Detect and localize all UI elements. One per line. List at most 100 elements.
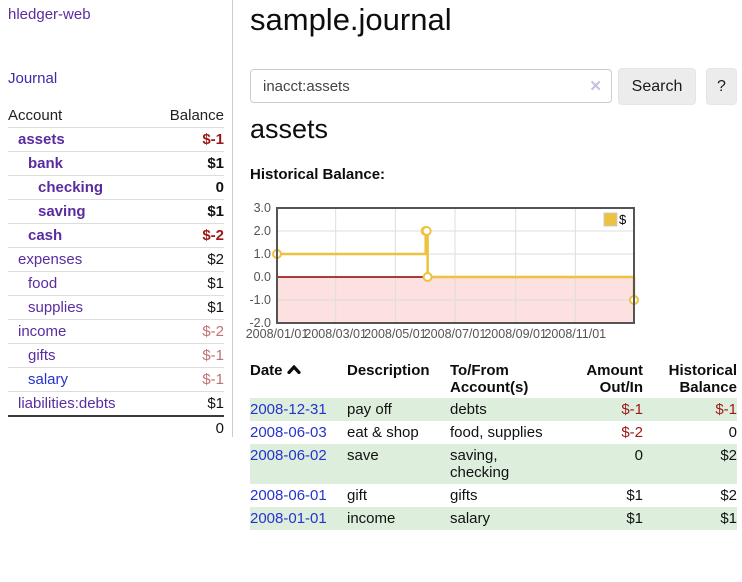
transaction-balance: $2 bbox=[720, 487, 737, 504]
transaction-description: gift bbox=[347, 487, 368, 504]
account-link-salary[interactable]: salary bbox=[8, 367, 116, 392]
svg-text:2008/05/01: 2008/05/01 bbox=[364, 327, 427, 341]
account-link-cash[interactable]: cash bbox=[8, 223, 116, 248]
transaction-balance: $2 bbox=[720, 447, 737, 464]
svg-text:2008/03/01: 2008/03/01 bbox=[304, 327, 367, 341]
transaction-accounts: saving, checking bbox=[450, 447, 510, 481]
transaction-accounts: debts bbox=[450, 401, 487, 418]
account-heading: assets bbox=[250, 114, 329, 144]
register-row: 2008-06-02 save saving, checking 0 $2 bbox=[250, 444, 737, 484]
transaction-balance: 0 bbox=[728, 424, 737, 441]
svg-text:3.0: 3.0 bbox=[254, 201, 271, 215]
accounts-header-account: Account bbox=[8, 104, 116, 128]
svg-text:-2.0: -2.0 bbox=[249, 316, 271, 330]
sort-ascending-icon bbox=[286, 365, 301, 374]
transaction-accounts: gifts bbox=[450, 487, 478, 504]
transaction-amount: $1 bbox=[626, 510, 643, 527]
chart-title: Historical Balance: bbox=[250, 166, 386, 183]
svg-text:1.0: 1.0 bbox=[254, 247, 271, 261]
search-input[interactable] bbox=[251, 70, 593, 102]
chart-canvas: 3.0 2.0 1.0 0.0 -1.0 -2.02008/01/012008/03/01… bbox=[246, 201, 639, 341]
account-row: checking 0 bbox=[8, 175, 224, 200]
transaction-date-link[interactable]: 2008-06-03 bbox=[250, 424, 327, 441]
account-row: bank $1 bbox=[8, 151, 224, 176]
account-link-assets[interactable]: assets bbox=[8, 127, 116, 152]
svg-text:2.0: 2.0 bbox=[254, 224, 271, 238]
app-brand-link[interactable]: hledger-web bbox=[8, 6, 91, 23]
account-row: income $-2 bbox=[8, 319, 224, 344]
search-form: ✕ Search ? bbox=[250, 68, 738, 105]
register-header-date[interactable]: Date bbox=[250, 360, 347, 398]
search-box: ✕ bbox=[250, 69, 612, 103]
transaction-balance: $1 bbox=[720, 510, 737, 527]
account-link-expenses[interactable]: expenses bbox=[8, 247, 116, 272]
account-balance: $-1 bbox=[116, 127, 224, 152]
account-row: assets $-1 bbox=[8, 127, 224, 152]
transaction-date-link[interactable]: 2008-12-31 bbox=[250, 401, 327, 418]
transaction-date-link[interactable]: 2008-01-01 bbox=[250, 510, 327, 527]
transaction-description: pay off bbox=[347, 401, 392, 418]
account-balance: $1 bbox=[116, 271, 224, 296]
account-balance: $2 bbox=[116, 247, 224, 272]
transaction-description: save bbox=[347, 447, 379, 464]
account-link-food[interactable]: food bbox=[8, 271, 116, 296]
account-row: supplies $1 bbox=[8, 295, 224, 320]
register-header-description: Description bbox=[347, 362, 430, 379]
account-balance: $1 bbox=[116, 199, 224, 224]
account-balance: $-1 bbox=[116, 343, 224, 368]
transaction-date-link[interactable]: 2008-06-01 bbox=[250, 487, 327, 504]
register-header-row: Date Description To/From Account(s) Amou… bbox=[250, 360, 737, 398]
svg-text:2008/07/01: 2008/07/01 bbox=[424, 327, 487, 341]
account-link-income[interactable]: income bbox=[8, 319, 116, 344]
account-row: liabilities:debts $1 bbox=[8, 391, 224, 417]
register-row: 2008-12-31 pay off debts $-1 $-1 bbox=[250, 398, 737, 421]
register-row: 2008-01-01 income salary $1 $1 bbox=[250, 507, 737, 530]
accounts-header-row: Account Balance bbox=[8, 104, 224, 128]
account-row: expenses $2 bbox=[8, 247, 224, 272]
search-button[interactable]: Search bbox=[618, 68, 696, 105]
account-balance: 0 bbox=[116, 175, 224, 200]
svg-text:$: $ bbox=[619, 212, 627, 227]
register-header-balance: Historical Balance bbox=[668, 362, 737, 396]
transaction-amount: $-1 bbox=[621, 401, 643, 418]
account-row: saving $1 bbox=[8, 199, 224, 224]
account-link-bank[interactable]: bank bbox=[8, 151, 116, 176]
account-link-supplies[interactable]: supplies bbox=[8, 295, 116, 320]
account-balance: $1 bbox=[116, 295, 224, 320]
svg-text:2008/01/01: 2008/01/01 bbox=[246, 327, 309, 341]
account-balance: $-2 bbox=[116, 223, 224, 248]
accounts-sidebar-table: Account Balance assets $-1 bank $1 checkin… bbox=[8, 104, 224, 440]
accounts-total-balance: 0 bbox=[116, 415, 224, 440]
account-row: gifts $-1 bbox=[8, 343, 224, 368]
account-link-checking[interactable]: checking bbox=[8, 175, 116, 200]
transaction-amount: $-2 bbox=[621, 424, 643, 441]
clear-search-icon[interactable]: ✕ bbox=[589, 78, 602, 95]
account-link-liabilities-debts[interactable]: liabilities:debts bbox=[8, 391, 116, 417]
account-row: food $1 bbox=[8, 271, 224, 296]
transaction-amount: $1 bbox=[626, 487, 643, 504]
account-balance: $-2 bbox=[116, 319, 224, 344]
register-header-amount: Amount Out/In bbox=[586, 362, 643, 396]
help-button[interactable]: ? bbox=[706, 68, 737, 105]
accounts-header-balance: Balance bbox=[116, 104, 224, 128]
page-title: sample.journal bbox=[250, 2, 452, 37]
historical-balance-chart: 3.0 2.0 1.0 0.0 -1.0 -2.0 2008/01/01 2008/03/01… bbox=[246, 201, 690, 347]
svg-text:2008/11/01: 2008/11/01 bbox=[544, 327, 606, 341]
main-content: sample.journal ✕ Search ? assets Histori… bbox=[246, 0, 742, 582]
accounts-total-row: 0 bbox=[8, 415, 224, 440]
transaction-description: eat & shop bbox=[347, 424, 419, 441]
transaction-amount: 0 bbox=[634, 447, 643, 464]
register-row: 2008-06-01 gift gifts $1 $2 bbox=[250, 484, 737, 507]
account-row: cash $-2 bbox=[8, 223, 224, 248]
register-row: 2008-06-03 eat & shop food, supplies $-2… bbox=[250, 421, 737, 444]
transaction-description: income bbox=[347, 510, 396, 527]
account-link-gifts[interactable]: gifts bbox=[8, 343, 116, 368]
sidebar-item-journal[interactable]: Journal bbox=[8, 70, 58, 87]
transaction-balance: $-1 bbox=[715, 401, 737, 418]
account-link-saving[interactable]: saving bbox=[8, 199, 116, 224]
register-header-accounts: To/From Account(s) bbox=[450, 362, 529, 396]
register-table: Date Description To/From Account(s) Amou… bbox=[250, 360, 737, 530]
transaction-accounts: salary bbox=[450, 510, 491, 527]
sidebar-divider bbox=[232, 0, 233, 437]
transaction-date-link[interactable]: 2008-06-02 bbox=[250, 447, 327, 464]
